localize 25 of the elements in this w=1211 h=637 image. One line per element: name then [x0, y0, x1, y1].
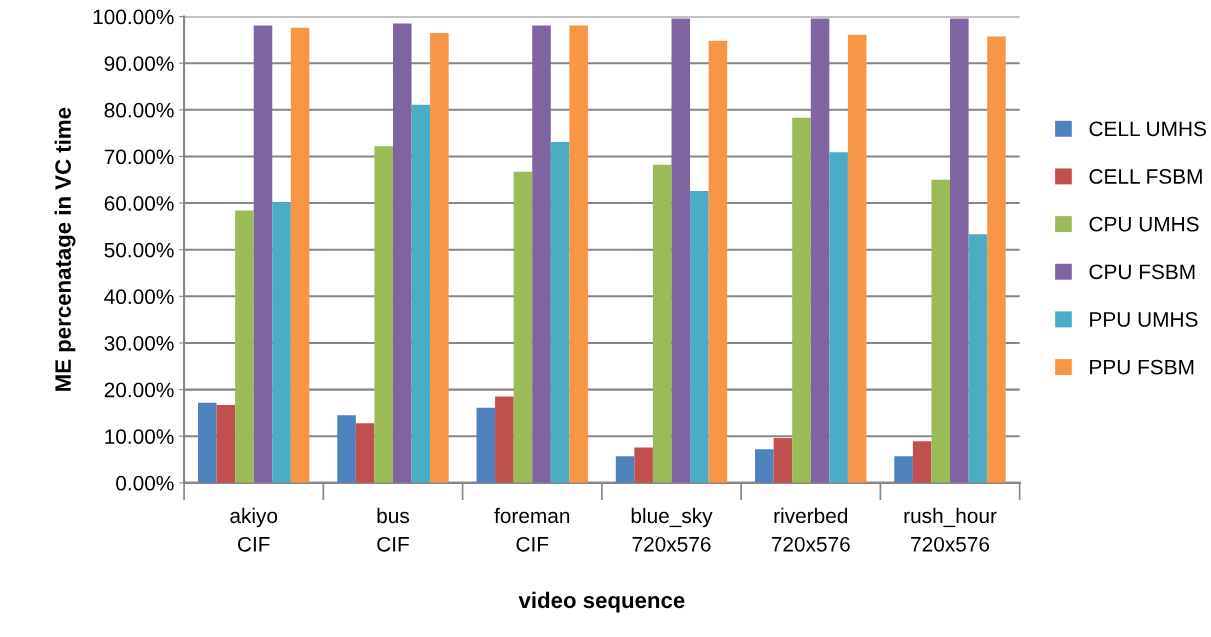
y-tick-label: 0.00%	[116, 475, 174, 491]
y-tick-label: 100.00%	[93, 9, 174, 25]
legend-label: CPU UMHS	[1089, 216, 1199, 232]
y-tick-label: 40.00%	[104, 289, 174, 305]
y-tick-label: 80.00%	[104, 102, 174, 118]
x-tick-label: blue_sky 720x576	[631, 507, 713, 552]
x-tick-label: riverbed 720x576	[771, 507, 850, 552]
y-tick-label: 10.00%	[105, 429, 174, 444]
legend-label: CPU FSBM	[1089, 264, 1195, 280]
y-tick-label: 30.00%	[104, 335, 174, 351]
legend-label: CELL UMHS	[1089, 121, 1206, 137]
y-axis-title: ME percenatage in VC time	[54, 107, 76, 391]
y-tick-label: 20.00%	[104, 382, 174, 398]
legend-label: PPU FSBM	[1090, 359, 1194, 375]
y-tick-label: 60.00%	[104, 196, 174, 211]
legend-label: CELL FSBM	[1089, 169, 1202, 184]
x-tick-label: rush_hour 720x576	[904, 507, 997, 552]
legend-label: PPU UMHS	[1090, 312, 1198, 327]
y-tick-label: 50.00%	[104, 242, 174, 258]
y-tick-label: 90.00%	[104, 56, 174, 71]
x-tick-label: akiyo CIF	[230, 507, 278, 552]
x-tick-label: bus CIF	[377, 507, 410, 552]
x-tick-label: foreman CIF	[494, 507, 570, 552]
y-tick-label: 70.00%	[104, 149, 174, 165]
x-axis-title: video sequence	[518, 591, 685, 613]
